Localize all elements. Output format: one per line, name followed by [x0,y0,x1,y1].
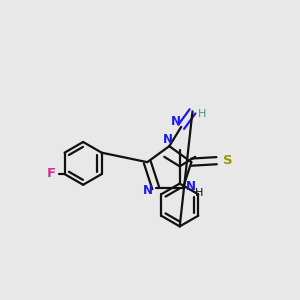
Text: H: H [198,109,206,119]
Text: S: S [223,154,233,166]
Text: N: N [143,184,153,197]
Text: H: H [195,188,203,197]
Text: N: N [186,180,196,193]
Text: F: F [46,167,56,180]
Text: N: N [171,115,181,128]
Text: N: N [163,133,173,146]
